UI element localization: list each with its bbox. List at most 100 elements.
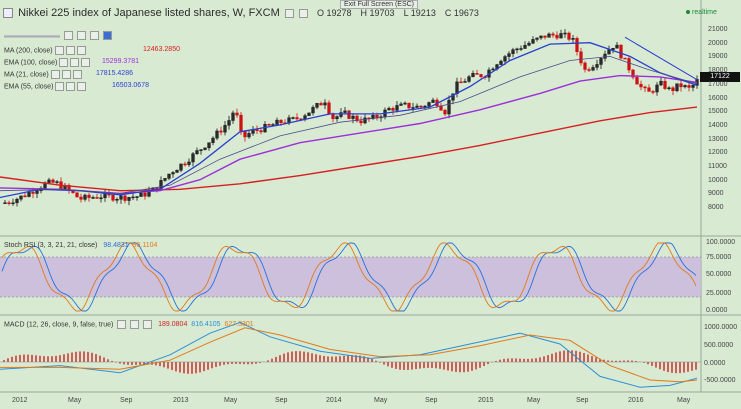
ma-21-line [0, 42, 698, 199]
candle [143, 192, 147, 197]
candle [275, 119, 279, 125]
macd-axis-tick: 1000.0000 [704, 324, 738, 331]
candle [507, 53, 511, 57]
candle [291, 117, 295, 119]
candle [247, 133, 251, 138]
indicator-value: 17815.4286 [96, 70, 133, 77]
rsi-axis-tick: 75.0000 [706, 254, 732, 261]
settings-icon[interactable] [76, 31, 86, 40]
candle [599, 58, 603, 65]
eye-icon[interactable] [63, 31, 73, 40]
candle [139, 192, 143, 197]
collapse-icon[interactable] [3, 8, 13, 19]
price-axis-tick: 15000 [708, 108, 728, 116]
eye-icon[interactable] [143, 320, 153, 329]
candle [11, 202, 15, 205]
candle [171, 172, 175, 175]
gear-icon[interactable] [102, 31, 112, 40]
candle [231, 112, 235, 121]
candle [583, 62, 587, 70]
macd-axis-tick: 500.0000 [704, 342, 734, 349]
close-icon[interactable] [76, 46, 86, 55]
candle [463, 81, 467, 83]
candle [519, 48, 523, 50]
eye-icon[interactable] [55, 82, 65, 91]
candle [395, 105, 399, 111]
settings-icon[interactable] [61, 70, 71, 79]
eye-icon[interactable] [54, 46, 64, 55]
candle [631, 69, 635, 78]
candle [223, 125, 227, 133]
candle [3, 202, 7, 204]
settings-icon[interactable] [70, 58, 80, 67]
candle [411, 107, 415, 109]
candle [87, 194, 91, 198]
candle [199, 149, 203, 151]
price-axis-tick: 8000 [708, 204, 724, 212]
candle [635, 76, 639, 85]
close-icon[interactable] [72, 70, 82, 79]
candle [119, 195, 123, 200]
realtime-dot-icon [686, 10, 690, 14]
settings-icon[interactable] [284, 8, 294, 18]
trend-line [624, 36, 698, 81]
close-icon[interactable] [89, 31, 99, 40]
candle [659, 80, 663, 86]
last-price-tag: 17122 [700, 72, 740, 82]
candle [187, 161, 191, 165]
candle [183, 163, 187, 166]
macd-hist-value: 189.0804 [158, 321, 188, 329]
date-axis-tick: 2015 [478, 397, 494, 404]
candle [91, 197, 95, 199]
date-axis-tick: 2016 [628, 397, 644, 404]
settings-icon[interactable] [65, 46, 75, 55]
candle [531, 39, 535, 44]
close-icon[interactable] [77, 82, 87, 91]
date-axis-tick: Sep [576, 397, 589, 404]
candle [215, 130, 219, 139]
price-axis-tick: 9000 [708, 190, 724, 198]
macd-label: MACD (12, 26, close, 9, false, true) 189… [4, 320, 254, 329]
date-axis-tick: 2013 [173, 397, 189, 404]
candle [515, 48, 519, 51]
settings-icon[interactable] [117, 320, 127, 329]
price-axis-tick: 10000 [708, 176, 728, 184]
candle [255, 129, 259, 131]
close-icon[interactable] [298, 8, 308, 18]
candle [27, 191, 31, 197]
close-icon[interactable] [81, 58, 91, 67]
rsi-axis-tick: 0.0000 [706, 307, 728, 314]
candle [679, 83, 683, 88]
candle [419, 105, 423, 108]
candle [579, 51, 583, 64]
exit-fullscreen-button[interactable]: Exit Full Screen (ESC) [340, 0, 419, 9]
eye-icon[interactable] [50, 70, 60, 79]
candle [207, 142, 211, 149]
candle [527, 42, 531, 46]
ma-200-line [0, 106, 698, 192]
candle [563, 32, 567, 35]
candle [471, 73, 475, 77]
date-axis-tick: May [374, 397, 388, 404]
macd-axis-tick: 0.0000 [704, 360, 726, 367]
rsi-axis-tick: 25.0000 [706, 290, 732, 297]
settings-icon[interactable] [66, 82, 76, 91]
macd-signal-value: 627.3301 [224, 321, 254, 329]
candle [111, 194, 115, 201]
candle [667, 87, 671, 90]
eye-icon[interactable] [59, 58, 69, 67]
rsi-k-value: 98.4831 [103, 242, 129, 249]
candle [359, 120, 363, 124]
candle [163, 178, 167, 181]
date-axis-tick: 2014 [326, 397, 342, 404]
candle [259, 130, 263, 133]
candle [135, 196, 139, 198]
close-icon[interactable] [130, 320, 140, 329]
chart-title-row: Nikkei 225 index of Japanese listed shar… [3, 7, 479, 19]
price-axis-tick: 18000 [708, 67, 728, 75]
candle [555, 34, 559, 39]
price-axis-tick: 13000 [708, 135, 728, 143]
candle [319, 103, 323, 106]
candle [79, 196, 83, 200]
